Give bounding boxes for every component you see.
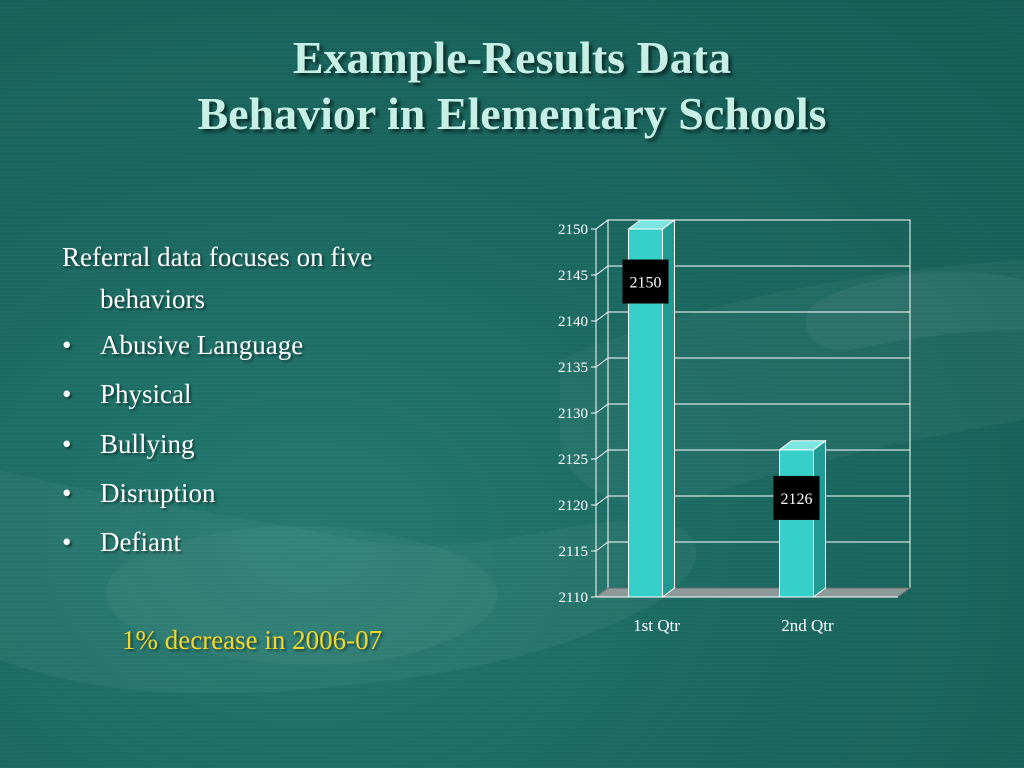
y-tick-label: 2115 [559,544,588,560]
bullet-label: Bullying [100,428,195,459]
bar-top [627,219,676,230]
gridline [595,265,910,276]
gridline [595,357,910,368]
list-item: • Abusive Language [62,324,303,373]
gridline [595,311,910,322]
y-tick-label: 2135 [558,360,588,376]
list-item: • Disruption [62,472,303,521]
data-label-box [773,475,820,520]
y-tick-label: 2125 [558,452,588,468]
bar-front [779,449,814,598]
bullet-icon: • [62,527,72,558]
y-tick-label: 2110 [559,590,588,606]
bar-top [778,440,827,451]
list-item: • Defiant [62,521,303,570]
title-line-2: Behavior in Elementary Schools [197,88,827,139]
y-tick-label: 2145 [558,268,588,284]
bullet-label: Defiant [100,527,181,558]
data-label: 2150 [630,275,662,292]
intro-line-2: behaviors [100,284,205,314]
list-item: • Bullying [62,423,303,472]
bullet-label: Abusive Language [100,330,304,360]
y-tick-label: 2120 [558,498,588,514]
bullet-icon: • [62,330,72,360]
intro-text: Referral data focuses on five behaviors [62,236,462,320]
title-line-1: Example-Results Data [292,32,732,83]
gridline [595,219,910,230]
x-category-label: 2nd Qtr [781,616,834,635]
bullet-icon: • [62,428,72,459]
bullet-label: Physical [100,379,192,410]
y-tick-label: 2130 [558,406,588,422]
bullet-label: Disruption [100,477,216,508]
data-label: 2126 [781,491,813,508]
bullet-icon: • [62,379,72,410]
data-label-box [622,259,669,304]
y-tick-label: 2150 [558,222,588,238]
behavior-list: • Abusive Language • Physical • Bullying • D… [62,324,303,570]
decrease-note: 1% decrease in 2006-07 [122,625,383,655]
gridline [595,403,910,414]
x-category-label: 1st Qtr [633,616,680,635]
slide-title: Example-Results Data Behavior in Element… [0,30,1024,142]
bullet-icon: • [62,477,72,508]
intro-line-1: Referral data focuses on five [62,242,373,272]
list-item: • Physical [62,373,303,422]
y-tick-label: 2140 [558,314,588,330]
